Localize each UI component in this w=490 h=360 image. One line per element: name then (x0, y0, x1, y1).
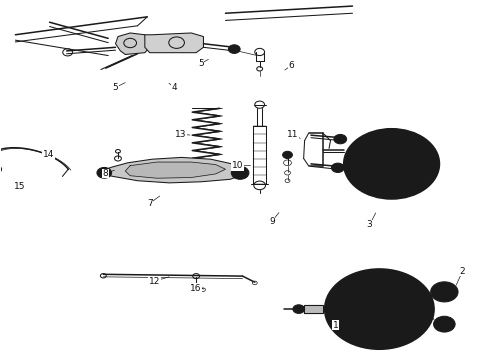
Text: 7: 7 (147, 199, 152, 208)
Circle shape (343, 129, 440, 199)
Polygon shape (304, 305, 323, 314)
Circle shape (401, 178, 407, 182)
Circle shape (343, 331, 349, 336)
Circle shape (434, 316, 455, 332)
Text: 16: 16 (191, 284, 202, 293)
Circle shape (384, 158, 399, 169)
Circle shape (325, 269, 434, 349)
Text: 2: 2 (460, 267, 465, 276)
Text: 6: 6 (289, 61, 294, 70)
Text: 8: 8 (103, 169, 109, 178)
Text: 5: 5 (198, 59, 204, 68)
Circle shape (334, 134, 346, 144)
Circle shape (368, 301, 390, 317)
Polygon shape (125, 162, 225, 178)
Text: 10: 10 (232, 161, 244, 170)
Text: 15: 15 (14, 182, 25, 191)
Text: 9: 9 (269, 217, 275, 226)
Polygon shape (101, 157, 245, 183)
Circle shape (409, 283, 415, 287)
Circle shape (409, 331, 415, 336)
Text: 11: 11 (287, 130, 298, 139)
Circle shape (414, 162, 420, 166)
Circle shape (330, 307, 336, 311)
Circle shape (228, 45, 240, 53)
Text: 1: 1 (333, 321, 338, 330)
Text: 4: 4 (172, 83, 177, 92)
Circle shape (376, 178, 382, 182)
Circle shape (431, 282, 458, 302)
Text: 13: 13 (175, 130, 186, 139)
Circle shape (363, 162, 369, 166)
Circle shape (376, 145, 382, 150)
Circle shape (423, 307, 429, 311)
Polygon shape (145, 33, 203, 53)
Circle shape (231, 166, 249, 179)
Circle shape (376, 341, 382, 345)
Circle shape (359, 294, 400, 324)
Circle shape (343, 283, 349, 287)
Text: 5: 5 (113, 83, 119, 92)
Circle shape (293, 305, 305, 314)
Circle shape (283, 151, 293, 158)
Text: 3: 3 (367, 220, 372, 229)
Circle shape (401, 145, 407, 150)
Text: 14: 14 (43, 150, 54, 159)
Circle shape (97, 167, 112, 178)
Polygon shape (116, 33, 150, 54)
Text: 12: 12 (149, 276, 160, 285)
Circle shape (376, 273, 382, 277)
Circle shape (331, 163, 344, 172)
